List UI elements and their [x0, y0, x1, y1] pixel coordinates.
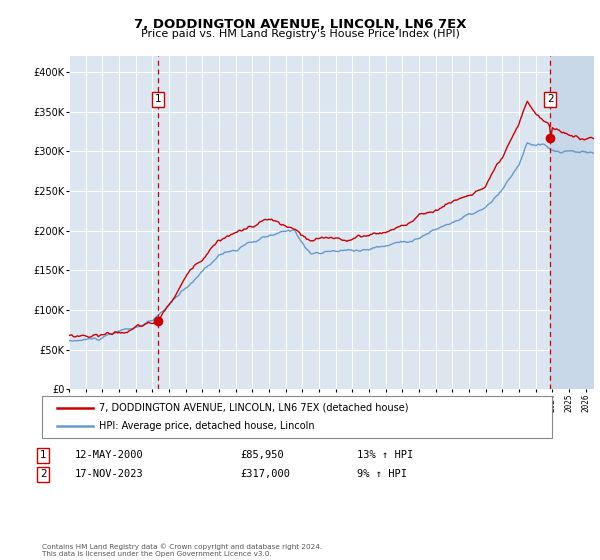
Text: 1: 1 [40, 450, 47, 460]
Text: £85,950: £85,950 [240, 450, 284, 460]
Text: 9% ↑ HPI: 9% ↑ HPI [357, 469, 407, 479]
Text: £317,000: £317,000 [240, 469, 290, 479]
Text: 17-NOV-2023: 17-NOV-2023 [75, 469, 144, 479]
Text: 2: 2 [40, 469, 47, 479]
Text: 2: 2 [547, 94, 554, 104]
Text: 7, DODDINGTON AVENUE, LINCOLN, LN6 7EX (detached house): 7, DODDINGTON AVENUE, LINCOLN, LN6 7EX (… [99, 403, 409, 413]
Text: Contains HM Land Registry data © Crown copyright and database right 2024.
This d: Contains HM Land Registry data © Crown c… [42, 544, 322, 557]
Text: 12-MAY-2000: 12-MAY-2000 [75, 450, 144, 460]
Bar [550, 56, 594, 389]
Text: 1: 1 [155, 94, 161, 104]
Text: HPI: Average price, detached house, Lincoln: HPI: Average price, detached house, Linc… [99, 421, 314, 431]
Text: Price paid vs. HM Land Registry's House Price Index (HPI): Price paid vs. HM Land Registry's House … [140, 29, 460, 39]
Text: 13% ↑ HPI: 13% ↑ HPI [357, 450, 413, 460]
Text: 7, DODDINGTON AVENUE, LINCOLN, LN6 7EX: 7, DODDINGTON AVENUE, LINCOLN, LN6 7EX [134, 18, 466, 31]
